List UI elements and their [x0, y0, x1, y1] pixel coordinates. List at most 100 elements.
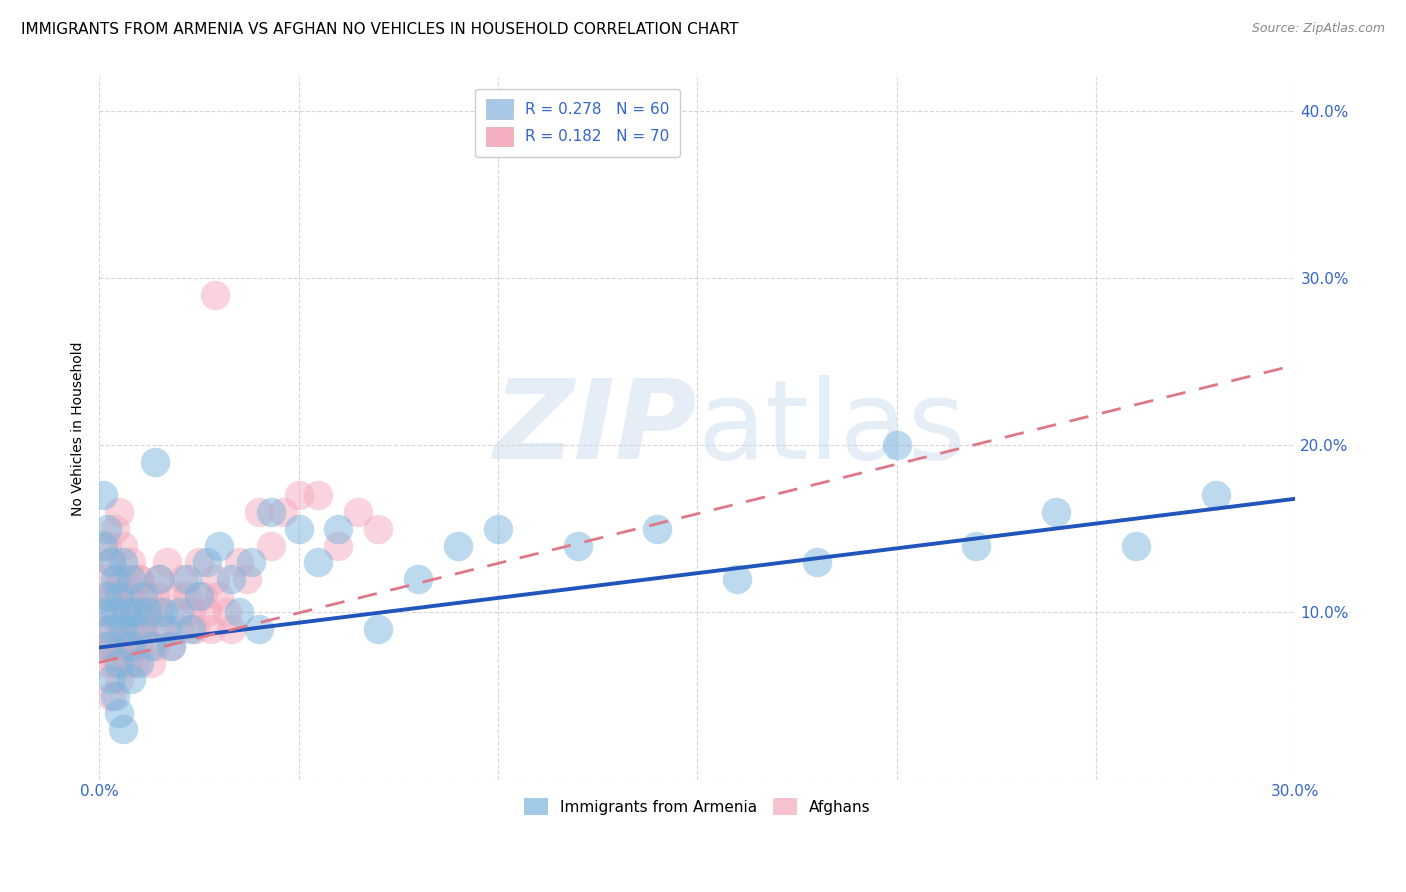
Text: ZIP: ZIP	[494, 375, 697, 482]
Point	[96, 589, 118, 603]
Point	[100, 689, 122, 703]
Point	[124, 606, 146, 620]
Point	[96, 656, 118, 670]
Point	[115, 589, 138, 603]
Point	[247, 622, 270, 636]
Point	[120, 639, 142, 653]
Point	[215, 606, 238, 620]
Point	[172, 572, 194, 586]
Point	[806, 555, 828, 569]
Point	[120, 555, 142, 569]
Point	[148, 572, 170, 586]
Point	[965, 539, 987, 553]
Point	[136, 606, 159, 620]
Text: Source: ZipAtlas.com: Source: ZipAtlas.com	[1251, 22, 1385, 36]
Point	[167, 622, 190, 636]
Point	[163, 589, 186, 603]
Point	[307, 555, 329, 569]
Point	[96, 539, 118, 553]
Point	[347, 505, 370, 519]
Point	[112, 639, 135, 653]
Point	[235, 572, 257, 586]
Text: atlas: atlas	[697, 375, 966, 482]
Point	[96, 622, 118, 636]
Point	[271, 505, 294, 519]
Point	[132, 622, 155, 636]
Point	[104, 689, 127, 703]
Point	[128, 622, 150, 636]
Y-axis label: No Vehicles in Household: No Vehicles in Household	[72, 342, 86, 516]
Point	[259, 505, 281, 519]
Point	[156, 622, 179, 636]
Point	[128, 572, 150, 586]
Point	[208, 539, 231, 553]
Point	[112, 622, 135, 636]
Point	[167, 606, 190, 620]
Point	[180, 622, 202, 636]
Point	[247, 505, 270, 519]
Point	[108, 673, 131, 687]
Point	[128, 639, 150, 653]
Point	[115, 656, 138, 670]
Point	[115, 606, 138, 620]
Point	[100, 622, 122, 636]
Point	[136, 606, 159, 620]
Point	[143, 639, 166, 653]
Point	[120, 639, 142, 653]
Point	[219, 622, 242, 636]
Point	[112, 572, 135, 586]
Point	[195, 606, 218, 620]
Point	[136, 589, 159, 603]
Point	[486, 522, 509, 536]
Point	[104, 656, 127, 670]
Point	[115, 606, 138, 620]
Point	[152, 606, 174, 620]
Point	[567, 539, 589, 553]
Point	[184, 622, 207, 636]
Point	[328, 522, 350, 536]
Point	[108, 656, 131, 670]
Legend: Immigrants from Armenia, Afghans: Immigrants from Armenia, Afghans	[515, 789, 880, 824]
Point	[100, 555, 122, 569]
Point	[91, 606, 114, 620]
Point	[120, 572, 142, 586]
Point	[90, 639, 112, 653]
Point	[143, 589, 166, 603]
Point	[1045, 505, 1067, 519]
Point	[90, 606, 112, 620]
Point	[108, 706, 131, 720]
Point	[139, 656, 162, 670]
Point	[228, 606, 250, 620]
Point	[148, 606, 170, 620]
Point	[108, 622, 131, 636]
Point	[191, 589, 214, 603]
Point	[104, 606, 127, 620]
Point	[1125, 539, 1147, 553]
Point	[108, 505, 131, 519]
Point	[204, 287, 226, 301]
Text: IMMIGRANTS FROM ARMENIA VS AFGHAN NO VEHICLES IN HOUSEHOLD CORRELATION CHART: IMMIGRANTS FROM ARMENIA VS AFGHAN NO VEH…	[21, 22, 738, 37]
Point	[200, 622, 222, 636]
Point	[112, 539, 135, 553]
Point	[160, 639, 183, 653]
Point	[176, 572, 198, 586]
Point	[180, 606, 202, 620]
Point	[100, 673, 122, 687]
Point	[406, 572, 429, 586]
Point	[132, 589, 155, 603]
Point	[128, 572, 150, 586]
Point	[124, 606, 146, 620]
Point	[96, 522, 118, 536]
Point	[108, 572, 131, 586]
Point	[287, 488, 309, 502]
Point	[124, 656, 146, 670]
Point	[120, 673, 142, 687]
Point	[219, 572, 242, 586]
Point	[367, 622, 389, 636]
Point	[886, 438, 908, 452]
Point	[160, 639, 183, 653]
Point	[228, 555, 250, 569]
Point	[104, 572, 127, 586]
Point	[139, 606, 162, 620]
Point	[112, 555, 135, 569]
